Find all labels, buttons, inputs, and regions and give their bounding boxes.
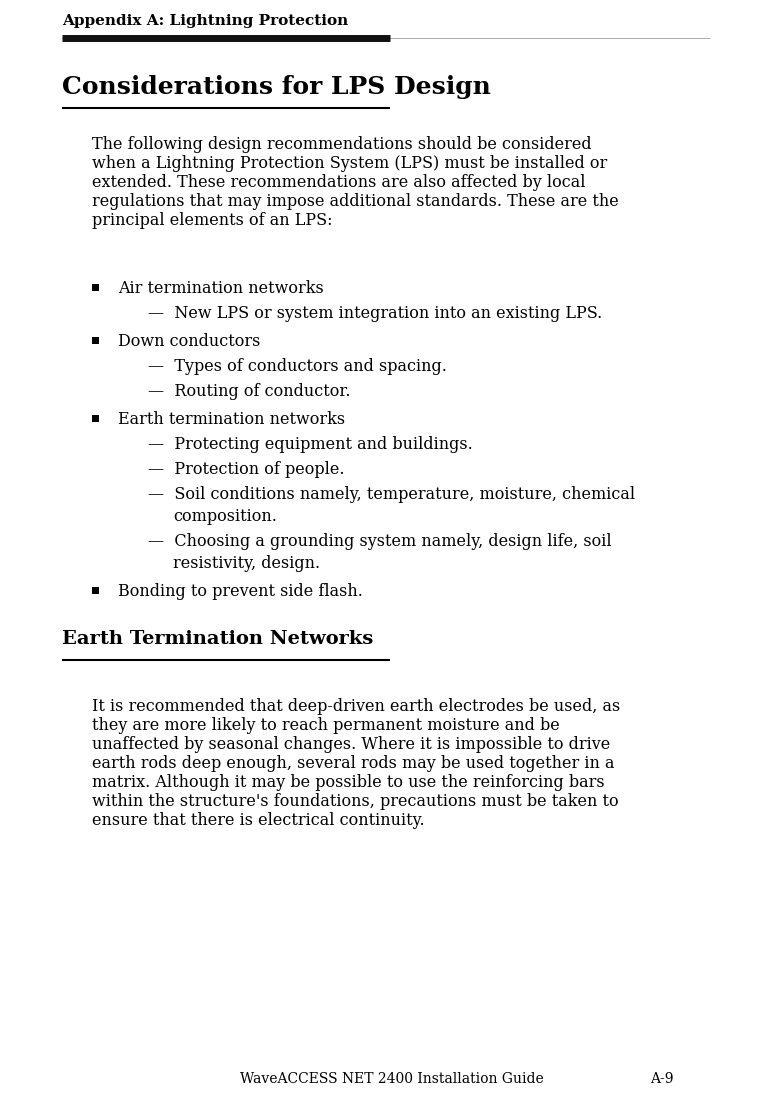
Text: when a Lightning Protection System (LPS) must be installed or: when a Lightning Protection System (LPS)… (92, 155, 607, 172)
Text: A-9: A-9 (650, 1072, 674, 1086)
Text: —  Protection of people.: — Protection of people. (148, 461, 344, 478)
Text: —  Types of conductors and spacing.: — Types of conductors and spacing. (148, 358, 447, 375)
Text: resistivity, design.: resistivity, design. (173, 556, 320, 572)
Bar (92, 415, 99, 422)
Text: they are more likely to reach permanent moisture and be: they are more likely to reach permanent … (92, 717, 560, 734)
Text: It is recommended that deep-driven earth electrodes be used, as: It is recommended that deep-driven earth… (92, 698, 620, 715)
Text: within the structure's foundations, precautions must be taken to: within the structure's foundations, prec… (92, 793, 619, 810)
Text: unaffected by seasonal changes. Where it is impossible to drive: unaffected by seasonal changes. Where it… (92, 736, 610, 754)
Text: earth rods deep enough, several rods may be used together in a: earth rods deep enough, several rods may… (92, 755, 614, 772)
Text: —  Soil conditions namely, temperature, moisture, chemical: — Soil conditions namely, temperature, m… (148, 486, 635, 503)
Text: Earth Termination Networks: Earth Termination Networks (62, 630, 373, 648)
Text: matrix. Although it may be possible to use the reinforcing bars: matrix. Although it may be possible to u… (92, 774, 604, 791)
Bar (92, 587, 99, 594)
Text: Appendix A: Lightning Protection: Appendix A: Lightning Protection (62, 14, 348, 28)
Text: Bonding to prevent side flash.: Bonding to prevent side flash. (118, 583, 363, 600)
Text: The following design recommendations should be considered: The following design recommendations sho… (92, 136, 591, 153)
Text: extended. These recommendations are also affected by local: extended. These recommendations are also… (92, 174, 585, 191)
Text: regulations that may impose additional standards. These are the: regulations that may impose additional s… (92, 192, 619, 210)
Text: composition.: composition. (173, 508, 277, 525)
Text: Considerations for LPS Design: Considerations for LPS Design (62, 75, 491, 99)
Text: Down conductors: Down conductors (118, 333, 261, 350)
Text: WaveACCESS NET 2400 Installation Guide: WaveACCESS NET 2400 Installation Guide (240, 1072, 544, 1086)
Text: —  New LPS or system integration into an existing LPS.: — New LPS or system integration into an … (148, 305, 602, 322)
Text: Air termination networks: Air termination networks (118, 280, 324, 297)
Bar (92, 337, 99, 344)
Text: —  Choosing a grounding system namely, design life, soil: — Choosing a grounding system namely, de… (148, 534, 612, 550)
Text: principal elements of an LPS:: principal elements of an LPS: (92, 212, 332, 229)
Text: —  Routing of conductor.: — Routing of conductor. (148, 383, 351, 400)
Text: —  Protecting equipment and buildings.: — Protecting equipment and buildings. (148, 436, 472, 453)
Text: ensure that there is electrical continuity.: ensure that there is electrical continui… (92, 812, 424, 829)
Text: Earth termination networks: Earth termination networks (118, 411, 345, 428)
Bar (92, 284, 99, 292)
